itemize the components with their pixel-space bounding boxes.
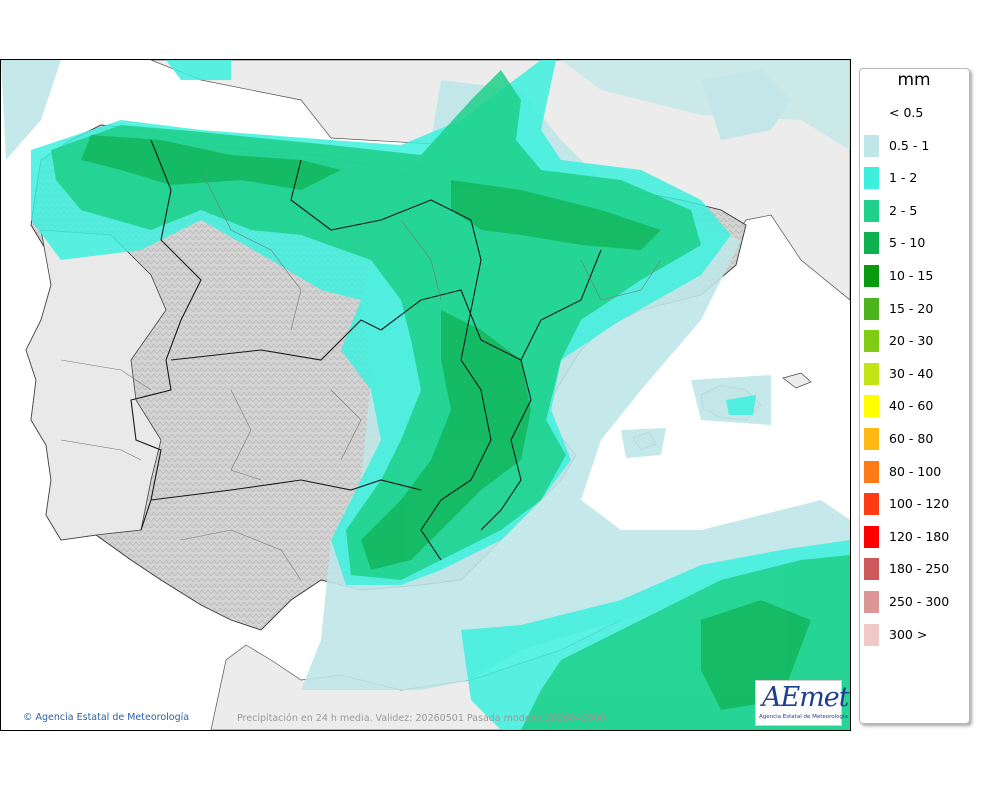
legend-label: 120 - 180 [889,528,950,544]
legend-item: 20 - 30 [864,330,968,353]
copyright-icon: © [23,712,33,723]
legend-label: < 0.5 [889,105,924,120]
map-canvas [1,60,850,730]
legend-item: 40 - 60 [864,395,968,418]
legend-label: 180 - 250 [889,561,950,577]
legend-swatch [864,525,879,548]
legend-item: 10 - 15 [864,265,968,287]
legend-label: 60 - 80 [889,431,934,446]
legend-swatch [864,558,879,581]
legend-swatch [864,591,879,613]
legend-label: 250 - 300 [889,594,950,609]
legend-item: 15 - 20 [864,297,968,320]
legend-item: 100 - 120 [864,493,968,516]
legend-label: 2 - 5 [889,202,918,218]
map-footer-caption: Precipitación en 24 h media. Validez: 20… [237,713,606,724]
legend-swatch [864,232,879,255]
legend-label: 0.5 - 1 [889,137,930,153]
legend-swatch [864,199,879,222]
legend-item: 5 - 10 [864,232,968,255]
legend-panel: mm < 0.5 0.5 - 1 1 - 2 2 - 5 5 - 10 10 - 15 15… [859,68,970,724]
legend-item: 2 - 5 [864,199,968,222]
legend-swatch [864,623,879,646]
legend-item: 60 - 80 [864,428,968,450]
land-menorca [782,372,812,389]
legend-label: 100 - 120 [889,496,950,512]
legend-item: 120 - 180 [864,525,968,548]
legend-item: 180 - 250 [864,558,968,581]
agency-credit-text: Agencia Estatal de Meteorología [35,712,190,723]
legend-label: 30 - 40 [889,365,934,381]
legend-item: 30 - 40 [864,362,968,385]
legend-swatch [864,428,879,450]
land-portugal [25,229,167,541]
legend-swatch [864,167,879,190]
legend-item: 1 - 2 [864,167,968,190]
agency-credit: © Agencia Estatal de Meteorología [23,712,189,723]
legend-swatch [864,102,879,124]
legend-swatch [864,395,879,418]
legend-label: 1 - 2 [889,170,918,186]
aemet-logo: AEmet Agencia Estatal de Meteorología [755,680,850,726]
legend-swatch [864,362,879,385]
legend-swatch [864,460,879,483]
legend-item: 250 - 300 [864,591,968,613]
logo-word: AEmet [762,682,850,713]
legend-title: mm [897,70,931,90]
legend-label: 15 - 20 [889,300,934,316]
precipitation-map: © Agencia Estatal de Meteorología Precip… [0,59,851,731]
legend-label: 80 - 100 [889,463,942,479]
legend-item: 80 - 100 [864,460,968,483]
region-borders [130,139,602,561]
legend-label: 300 > [889,626,928,642]
province-borders [60,169,662,581]
legend-swatch [864,330,879,353]
legend-item: 300 > [864,623,968,646]
legend-swatch [864,493,879,516]
legend-swatch [864,297,879,320]
legend-label: 20 - 30 [889,333,934,349]
legend-item: 0.5 - 1 [864,134,968,157]
legend-item: < 0.5 [864,102,968,124]
legend-label: 40 - 60 [889,398,934,414]
legend-label: 5 - 10 [889,235,926,251]
logo-subtitle: Agencia Estatal de Meteorología [759,714,848,720]
legend-swatch [864,265,879,287]
legend-swatch [864,134,879,157]
legend-label: 10 - 15 [889,268,934,283]
